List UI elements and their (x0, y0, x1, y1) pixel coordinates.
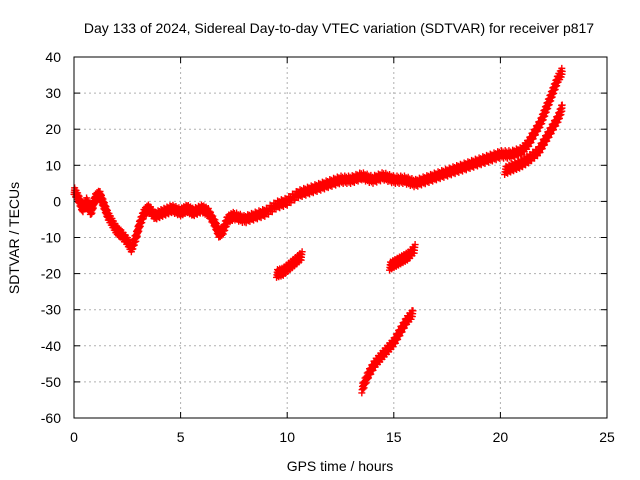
series-group (386, 241, 419, 274)
series-group (273, 248, 306, 281)
x-tick-label: 25 (599, 429, 615, 445)
data-point (281, 194, 289, 202)
x-tick-label: 10 (279, 429, 295, 445)
y-tick-label: 30 (45, 85, 61, 101)
y-tick-label: -50 (41, 374, 61, 390)
grid-lines (74, 57, 607, 418)
series-group (358, 307, 417, 397)
y-tick-label: 10 (45, 157, 61, 173)
data-point (558, 101, 566, 109)
series-group (501, 101, 566, 179)
data-point (259, 206, 267, 214)
y-tick-label: 20 (45, 121, 61, 137)
series-group (70, 64, 566, 256)
y-tick-label: 40 (45, 49, 61, 65)
y-tick-label: -60 (41, 410, 61, 426)
data-points (70, 64, 566, 397)
data-point (411, 241, 419, 249)
chart-title: Day 133 of 2024, Sidereal Day-to-day VTE… (84, 20, 594, 36)
x-tick-label: 15 (386, 429, 402, 445)
plot-frame (73, 56, 608, 419)
x-tick-label: 0 (70, 429, 78, 445)
x-axis-label: GPS time / hours (287, 458, 394, 474)
y-tick-label: 0 (53, 193, 61, 209)
x-tick-label: 5 (177, 429, 185, 445)
data-point (558, 67, 566, 75)
y-axis-label: SDTVAR / TECUs (6, 182, 22, 294)
y-tick-label: -10 (41, 230, 61, 246)
data-point (298, 248, 306, 256)
data-point (409, 307, 417, 315)
y-tick-label: -40 (41, 338, 61, 354)
y-tick-label: -30 (41, 302, 61, 318)
y-tick-label: -20 (41, 266, 61, 282)
x-tick-label: 20 (493, 429, 509, 445)
